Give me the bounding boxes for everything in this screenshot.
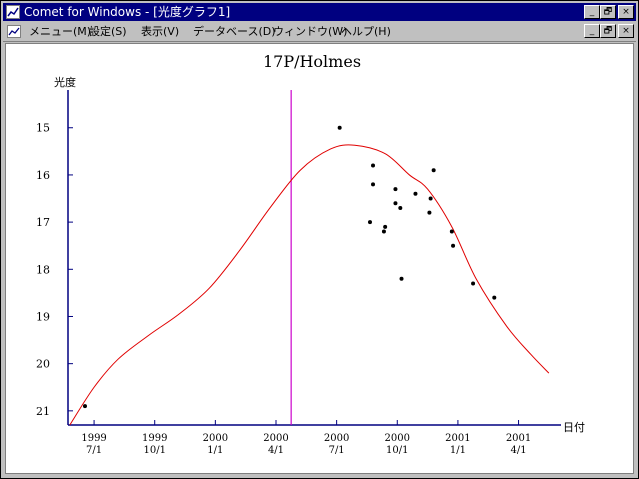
x-tick-year-label: 2000 [263, 433, 288, 444]
data-point [413, 191, 418, 196]
data-point [337, 125, 342, 130]
x-tick-date-label: 1/1 [450, 445, 466, 456]
x-tick-date-label: 4/1 [268, 445, 284, 456]
x-tick-year-label: 2000 [385, 433, 410, 444]
data-point [427, 210, 432, 215]
x-tick-date-label: 10/1 [386, 445, 408, 456]
restore-button[interactable]: 🗗 [600, 5, 616, 19]
child-close-button[interactable]: × [618, 24, 634, 38]
y-axis-label: 光度 [54, 75, 76, 89]
data-point [492, 295, 497, 300]
data-point [371, 182, 376, 187]
data-point [431, 168, 436, 173]
x-axis-label: 日付 [563, 421, 585, 434]
data-point [383, 224, 388, 229]
x-tick-date-label: 4/1 [511, 445, 527, 456]
y-tick-label: 20 [36, 358, 50, 371]
app-icon[interactable] [6, 5, 20, 19]
child-minimize-button[interactable]: _ [584, 24, 600, 38]
x-tick-date-label: 10/1 [143, 445, 165, 456]
data-point [82, 404, 87, 409]
menu-bar: メニュー(M) 設定(S) 表示(V) データベース(D) ウィンドウ(W) ヘ… [3, 22, 636, 42]
x-tick-date-label: 7/1 [329, 445, 345, 456]
data-point [399, 276, 404, 281]
x-tick-date-label: 1/1 [207, 445, 223, 456]
data-point [371, 163, 376, 168]
child-restore-button[interactable]: 🗗 [600, 24, 616, 38]
predicted-curve [69, 144, 550, 426]
menu-item-settings[interactable]: 設定(S) [89, 25, 127, 38]
chart-area: 17P/Holmes 光度 日付 15 16 17 18 19 20 21 1999 7/1 19… [5, 43, 634, 474]
data-point [451, 243, 456, 248]
chart-axes: 1516171819202119997/1199910/120001/12000… [36, 90, 561, 456]
brightness-chart: 17P/Holmes 光度 日付 1516171819202119997/119… [36, 52, 585, 456]
data-point [393, 187, 398, 192]
data-point [398, 205, 403, 210]
x-tick-year-label: 2001 [445, 433, 470, 444]
y-tick-label: 15 [36, 122, 50, 135]
x-tick-year-label: 2000 [324, 433, 349, 444]
data-point [449, 229, 454, 234]
y-tick-label: 17 [36, 216, 50, 229]
minimize-button[interactable]: _ [584, 5, 600, 19]
curve-line [69, 144, 550, 426]
chart-title: 17P/Holmes [263, 52, 361, 71]
menu-item-database[interactable]: データベース(D) [193, 25, 276, 38]
y-tick-label: 19 [36, 310, 50, 323]
y-tick-label: 21 [36, 405, 50, 418]
observation-points [82, 125, 497, 409]
x-tick-year-label: 1999 [81, 433, 106, 444]
data-point [471, 281, 476, 286]
menu-item-view[interactable]: 表示(V) [141, 25, 180, 38]
y-tick-label: 18 [36, 263, 50, 276]
x-tick-year-label: 2001 [506, 433, 531, 444]
menu-item-window[interactable]: ウィンドウ(W) [273, 25, 348, 38]
close-button[interactable]: × [618, 5, 634, 19]
data-point [393, 201, 398, 206]
data-point [428, 196, 433, 201]
x-tick-year-label: 1999 [142, 433, 167, 444]
data-point [381, 229, 386, 234]
y-tick-label: 16 [36, 169, 50, 182]
window-title: Comet for Windows - [光度グラフ1] [24, 5, 231, 19]
data-point [367, 220, 372, 225]
menu-item-menu[interactable]: メニュー(M) [29, 25, 92, 38]
x-tick-year-label: 2000 [203, 433, 228, 444]
document-icon[interactable] [7, 25, 21, 38]
menu-item-help[interactable]: ヘルプ(H) [341, 25, 391, 38]
x-tick-date-label: 7/1 [86, 445, 102, 456]
title-bar[interactable]: Comet for Windows - [光度グラフ1] _ 🗗 × [3, 3, 636, 21]
